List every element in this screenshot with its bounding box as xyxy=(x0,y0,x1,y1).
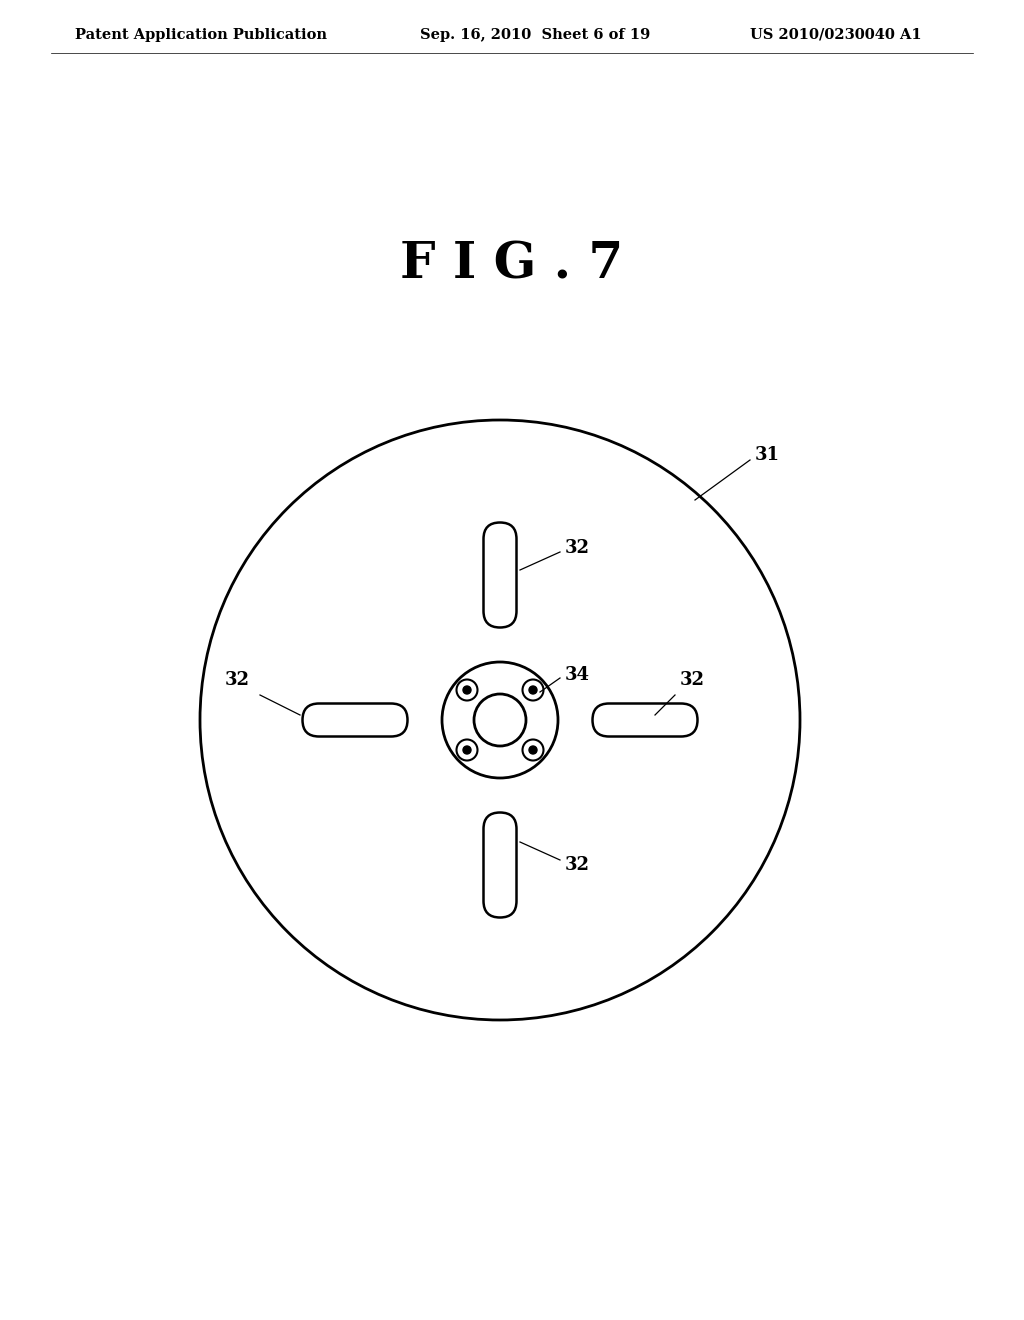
Circle shape xyxy=(463,746,471,754)
Text: 32: 32 xyxy=(565,539,590,557)
Text: Patent Application Publication: Patent Application Publication xyxy=(75,28,327,42)
Text: 32: 32 xyxy=(225,671,250,689)
Text: F I G . 7: F I G . 7 xyxy=(400,240,624,289)
Text: 32: 32 xyxy=(565,855,590,874)
Text: Sep. 16, 2010  Sheet 6 of 19: Sep. 16, 2010 Sheet 6 of 19 xyxy=(420,28,650,42)
Text: US 2010/0230040 A1: US 2010/0230040 A1 xyxy=(750,28,922,42)
Circle shape xyxy=(529,686,537,694)
Circle shape xyxy=(463,686,471,694)
Text: 32: 32 xyxy=(680,671,705,689)
Text: 34: 34 xyxy=(565,667,590,684)
Circle shape xyxy=(529,746,537,754)
Text: 31: 31 xyxy=(755,446,780,465)
